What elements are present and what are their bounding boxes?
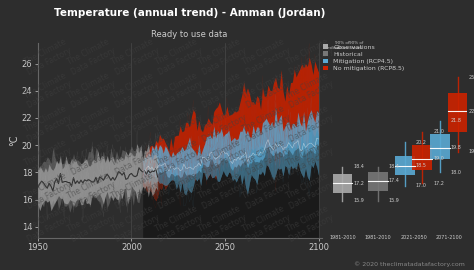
Text: 18.4: 18.4 (353, 164, 364, 169)
Text: The Climate
Data Factory: The Climate Data Factory (239, 37, 292, 77)
Text: The Climate
Data Factory: The Climate Data Factory (65, 204, 117, 244)
Text: 18.0: 18.0 (451, 170, 462, 175)
Text: The Climate
Data Factory: The Climate Data Factory (65, 171, 117, 211)
Text: The Climate
Data Factory: The Climate Data Factory (239, 204, 292, 244)
Text: The Climate
Data Factory: The Climate Data Factory (239, 104, 292, 144)
Text: The Climate
Data Factory: The Climate Data Factory (65, 137, 117, 177)
Text: The Climate
Data Factory: The Climate Data Factory (152, 204, 204, 244)
Text: 90% of
values: 90% of values (335, 41, 350, 50)
Text: Ready to use data: Ready to use data (151, 30, 228, 39)
Y-axis label: °C: °C (9, 135, 19, 146)
Text: 2021-2050: 2021-2050 (400, 235, 427, 240)
Text: The Climate
Data Factory: The Climate Data Factory (283, 204, 335, 244)
Text: The Climate
Data Factory: The Climate Data Factory (109, 70, 161, 110)
Text: The Climate
Data Factory: The Climate Data Factory (109, 137, 161, 177)
Text: The Climate
Data Factory: The Climate Data Factory (196, 104, 248, 144)
Text: 21.8: 21.8 (451, 118, 462, 123)
Text: © 2020 theclimatadatafactory.com: © 2020 theclimatadatafactory.com (354, 262, 465, 267)
Text: The Climate
Data Factory: The Climate Data Factory (239, 137, 292, 177)
Text: The Climate
Data Factory: The Climate Data Factory (283, 171, 335, 211)
Bar (368, 172, 388, 191)
Text: The Climate
Data Factory: The Climate Data Factory (21, 171, 73, 211)
Text: The Climate
Data Factory: The Climate Data Factory (239, 171, 292, 211)
Text: The Climate
Data Factory: The Climate Data Factory (109, 37, 161, 77)
Text: 21.0: 21.0 (433, 129, 444, 134)
Text: The Climate
Data Factory: The Climate Data Factory (109, 171, 161, 211)
Text: The Climate
Data Factory: The Climate Data Factory (152, 104, 204, 144)
Text: The Climate
Data Factory: The Climate Data Factory (65, 104, 117, 144)
Text: The Climate
Data Factory: The Climate Data Factory (152, 137, 204, 177)
Text: 19.8: 19.8 (451, 145, 462, 150)
Text: The Climate
Data Factory: The Climate Data Factory (196, 137, 248, 177)
Text: The Climate
Data Factory: The Climate Data Factory (152, 37, 204, 77)
Bar (430, 134, 450, 159)
Text: The Climate
Data Factory: The Climate Data Factory (21, 70, 73, 110)
Text: The Climate
Data Factory: The Climate Data Factory (152, 171, 204, 211)
Text: The Climate
Data Factory: The Climate Data Factory (196, 37, 248, 77)
Text: The Climate
Data Factory: The Climate Data Factory (109, 104, 161, 144)
Text: 20.2: 20.2 (415, 140, 426, 145)
Text: The Climate
Data Factory: The Climate Data Factory (21, 137, 73, 177)
Text: 17.2: 17.2 (353, 181, 364, 186)
Legend: Observations, Historical, Mitigation (RCP4.5), No mitigation (RCP8.5): Observations, Historical, Mitigation (RC… (321, 42, 406, 73)
Text: 15.9: 15.9 (353, 198, 364, 203)
Text: 22.5: 22.5 (469, 109, 474, 114)
Text: The Climate
Data Factory: The Climate Data Factory (21, 204, 73, 244)
Text: 17.4: 17.4 (389, 178, 400, 183)
Text: The Climate
Data Factory: The Climate Data Factory (152, 70, 204, 110)
Text: The Climate
Data Factory: The Climate Data Factory (196, 70, 248, 110)
Text: 15.9: 15.9 (389, 198, 400, 203)
Text: The Climate
Data Factory: The Climate Data Factory (239, 70, 292, 110)
Text: The Climate
Data Factory: The Climate Data Factory (283, 137, 335, 177)
Text: The Climate
Data Factory: The Climate Data Factory (283, 37, 335, 77)
Text: 25.0: 25.0 (469, 75, 474, 80)
Text: Temperature (annual trend) - Amman (Jordan): Temperature (annual trend) - Amman (Jord… (54, 8, 325, 18)
Bar (333, 174, 353, 193)
Text: 18.4: 18.4 (389, 164, 400, 169)
Text: 1981-2010: 1981-2010 (329, 235, 356, 240)
Text: median: median (324, 46, 340, 50)
Text: The Climate
Data Factory: The Climate Data Factory (65, 37, 117, 77)
Text: 17.0: 17.0 (415, 183, 426, 188)
Text: The Climate
Data Factory: The Climate Data Factory (21, 37, 73, 77)
Text: The Climate
Data Factory: The Climate Data Factory (196, 171, 248, 211)
Text: 2071-2100: 2071-2100 (436, 235, 463, 240)
Bar (395, 156, 415, 175)
Text: The Climate
Data Factory: The Climate Data Factory (109, 204, 161, 244)
Text: The Climate
Data Factory: The Climate Data Factory (283, 104, 335, 144)
Text: The Climate
Data Factory: The Climate Data Factory (21, 104, 73, 144)
Bar (448, 93, 468, 131)
Text: 19.0: 19.0 (433, 156, 444, 161)
Text: 17.2: 17.2 (433, 181, 444, 186)
Text: 18.5: 18.5 (415, 163, 426, 168)
Bar (412, 145, 432, 170)
Text: 1981-2010: 1981-2010 (365, 235, 392, 240)
Text: The Climate
Data Factory: The Climate Data Factory (283, 70, 335, 110)
Text: The Climate
Data Factory: The Climate Data Factory (196, 204, 248, 244)
Text: The Climate
Data Factory: The Climate Data Factory (65, 70, 117, 110)
Text: 90% of
values: 90% of values (349, 41, 364, 50)
Text: 19.5: 19.5 (469, 150, 474, 154)
